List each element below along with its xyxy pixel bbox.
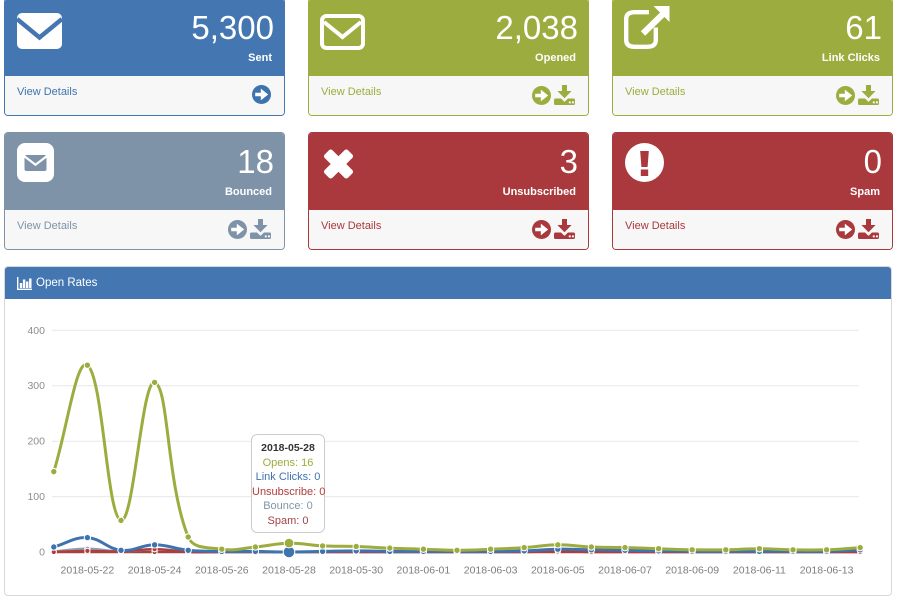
- svg-text:2018-05-22: 2018-05-22: [61, 565, 115, 577]
- svg-text:400: 400: [27, 325, 45, 337]
- svg-text:2018-05-28: 2018-05-28: [262, 565, 316, 577]
- svg-text:100: 100: [27, 491, 45, 503]
- svg-text:2018-05-30: 2018-05-30: [329, 565, 383, 577]
- svg-text:2018-06-11: 2018-06-11: [733, 565, 786, 577]
- svg-text:2018-05-26: 2018-05-26: [195, 565, 249, 577]
- svg-text:2018-05-24: 2018-05-24: [128, 565, 182, 577]
- svg-text:300: 300: [27, 380, 45, 392]
- svg-text:2018-06-05: 2018-06-05: [531, 565, 585, 577]
- svg-text:200: 200: [27, 436, 45, 448]
- svg-text:2018-06-09: 2018-06-09: [665, 565, 719, 577]
- svg-text:2018-06-01: 2018-06-01: [397, 565, 451, 577]
- svg-text:2018-06-07: 2018-06-07: [598, 565, 652, 577]
- svg-text:0: 0: [39, 547, 45, 559]
- svg-text:2018-06-13: 2018-06-13: [800, 565, 854, 577]
- svg-text:2018-06-03: 2018-06-03: [464, 565, 518, 577]
